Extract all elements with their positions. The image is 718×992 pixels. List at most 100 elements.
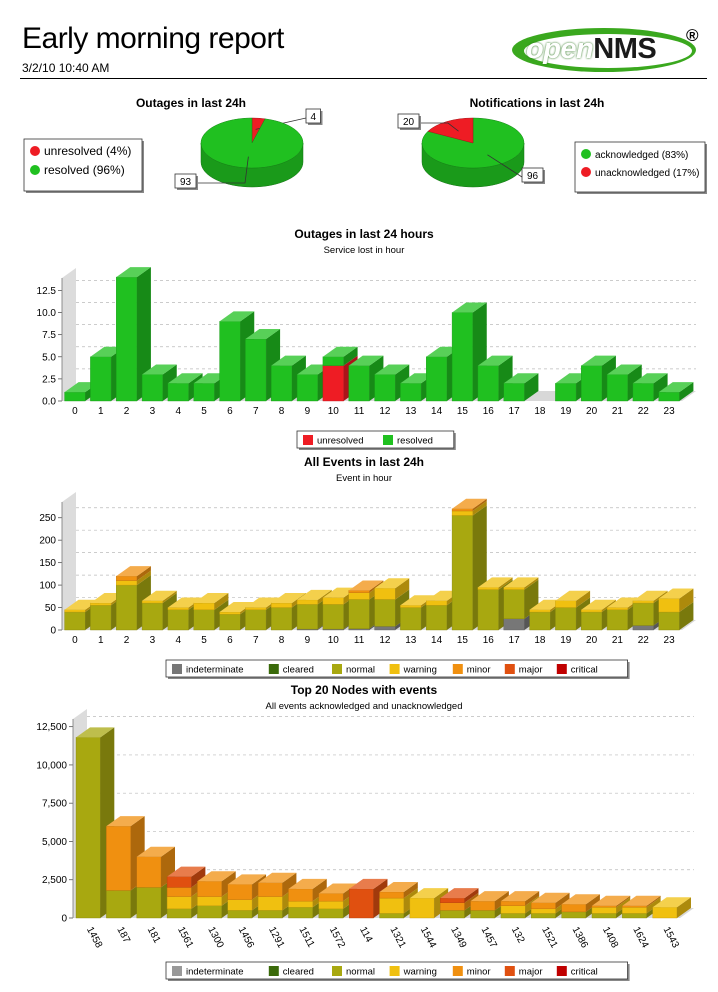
outages-pie-legend-item-resolved: resolved (96%) [44, 163, 125, 177]
top-nodes-bar-normal-1321 [379, 913, 405, 919]
top-nodes-bar-top-1511 [288, 878, 327, 889]
events-hour-bar-minor-11 [348, 590, 370, 593]
outages-hour-bar-resolved-16 [477, 365, 499, 402]
events-hour-bar-normal-12 [374, 599, 396, 627]
events-hour-subtitle: Event in hour [336, 473, 392, 484]
outages-hour-ytick-label: 0.0 [42, 397, 56, 408]
events-hour-xtick-label: 18 [534, 635, 546, 646]
events-hour-xtick-label: 12 [379, 635, 391, 646]
top-nodes-bar-warning-1521 [531, 908, 556, 914]
events-hour-bar-warning-8 [271, 602, 293, 608]
events-hour-bar-normal-13 [400, 607, 422, 631]
events-hour-bar-warning-13 [400, 605, 422, 608]
events-hour-bar-top-0 [64, 599, 100, 610]
outages-hour-bar-resolved-17 [503, 383, 525, 402]
top-nodes-bar-side-minor-1521 [555, 892, 570, 909]
outages-hour-legend-swatch-unresolved [303, 435, 313, 445]
top-nodes-bar-normal-1349 [440, 910, 465, 919]
top-nodes-legend-item-cleared: cleared [283, 967, 314, 978]
top-nodes-bar-warning-1544 [409, 897, 435, 919]
outages-pie-legend [23, 138, 143, 192]
events-hour-bar-normal-2 [116, 584, 138, 631]
notifications-pie-slice-unacknowledged [427, 117, 474, 144]
top-nodes-bar-normal-1624 [622, 913, 647, 919]
outages-hour-bar-resolved-19 [555, 383, 577, 402]
top-nodes-bar-top-114 [349, 878, 388, 889]
events-hour-bar-normal-10 [322, 604, 344, 630]
top-nodes-bar-side-minor-1511 [312, 878, 327, 902]
events-hour-bar-warning-14 [426, 600, 448, 606]
top-nodes-bar-warning-1291 [257, 896, 283, 911]
top-nodes-bar-minor-1291 [257, 882, 283, 897]
top-nodes-bar-major-1349 [440, 897, 465, 903]
top-nodes-legend-swatch-minor [452, 966, 463, 976]
events-hour-bar-top-8 [271, 593, 306, 604]
top-nodes-xtick-label: 1321 [387, 925, 407, 950]
top-nodes-bar-top-1457 [470, 891, 509, 902]
outages-hour-bar-resolved-7 [245, 338, 267, 402]
top-nodes-bar-normal-187 [106, 890, 131, 919]
outages-hour-bar-resolved-9 [296, 374, 318, 402]
events-hour-xtick-label: 13 [405, 635, 417, 646]
top-nodes-bar-top-1291 [258, 872, 297, 883]
top-nodes-bar-minor-187 [106, 825, 131, 891]
top-nodes-bar-minor-1321 [379, 891, 405, 899]
events-hour-bar-indeterminate-22 [632, 625, 654, 631]
outages-pie-label-resolved: 93 [180, 177, 192, 188]
top-nodes-bar-side-warning-1624 [646, 897, 661, 914]
outages-hour-bar-resolved-1 [90, 356, 112, 402]
opennms-logo: openNMS ® [508, 22, 708, 76]
top-nodes-bar-minor-181 [136, 856, 162, 888]
events-hour-xtick-label: 6 [227, 635, 233, 646]
top-nodes-bar-warning-1624 [622, 907, 647, 914]
top-nodes-xtick-label: 1408 [600, 925, 620, 950]
events-hour-bar-normal-18 [529, 611, 551, 631]
events-hour-bar-warning-21 [606, 607, 628, 610]
outages-pie-group: Outages in last 24h 4 93 unresolved (4%) res… [23, 96, 323, 193]
events-hour-bar-normal-15 [451, 515, 473, 631]
outages-hour-xtick-label: 21 [612, 406, 624, 417]
events-hour-bar-top-20 [581, 599, 616, 610]
outages-hour-xtick-label: 11 [354, 406, 365, 417]
notifications-pie-label-unacknowledged: 20 [403, 117, 415, 128]
top-nodes-bar-top-1386 [561, 894, 600, 905]
events-hour-side-wall [62, 492, 76, 630]
events-hour-bar-top-13 [400, 595, 436, 606]
events-hour-xtick-label: 0 [72, 635, 78, 646]
outages-hour-bar-resolved-14 [426, 356, 448, 402]
events-hour-legend-swatch-cleared [268, 664, 279, 674]
top-nodes-bar-minor-1386 [561, 904, 587, 913]
top-nodes-bar-normal-1291 [257, 910, 283, 919]
top-nodes-bar-top-1572 [318, 883, 358, 894]
top-nodes-bar-top-1543 [652, 897, 691, 908]
outages-hour-xtick-label: 0 [72, 406, 78, 417]
top-nodes-legend-swatch-warning [389, 966, 400, 976]
top-nodes-legend-item-indeterminate: indeterminate [186, 967, 244, 978]
events-hour-bar-normal-0 [64, 611, 86, 631]
events-hour-bar-top-21 [607, 597, 642, 608]
top-nodes-xtick-label: 1543 [661, 925, 681, 950]
events-hour-bar-side-normal-23 [679, 602, 694, 630]
top-nodes-bar-normal-1456 [227, 910, 253, 919]
events-hour-legend-swatch-major [504, 664, 515, 674]
top-nodes-bar-normal-1511 [288, 907, 313, 919]
top-nodes-bar-normal-1521 [531, 913, 556, 919]
events-hour-bar-warning-17 [503, 587, 525, 590]
top-nodes-bar-side-minor-1291 [282, 872, 297, 897]
events-hour-bar-side-warning-17 [524, 577, 539, 590]
top-nodes-xtick-label: 1511 [296, 925, 316, 950]
events-hour-bar-normal-9 [296, 604, 318, 630]
outages-hour-bar-top-21 [607, 364, 642, 375]
outages-hour-bar-top-2 [116, 267, 151, 278]
top-nodes-legend-swatch-cleared [268, 966, 279, 976]
outages-hour-bar-top-23 [658, 382, 694, 393]
events-hour-ytick-label: 0 [50, 626, 56, 637]
outages-hour-bar-side-resolved-17 [524, 373, 539, 401]
events-hour-bar-warning-1 [90, 602, 112, 606]
top-nodes-bar-side-minor-1624 [646, 895, 661, 908]
top-nodes-legend-item-warning: warning [403, 967, 437, 978]
events-hour-bar-warning-10 [322, 597, 344, 605]
notifications-pie-label-leader-acknowledged [487, 154, 523, 178]
events-hour-bar-side-warning-22 [653, 590, 668, 604]
events-hour-bar-side-minor-2 [136, 566, 151, 581]
